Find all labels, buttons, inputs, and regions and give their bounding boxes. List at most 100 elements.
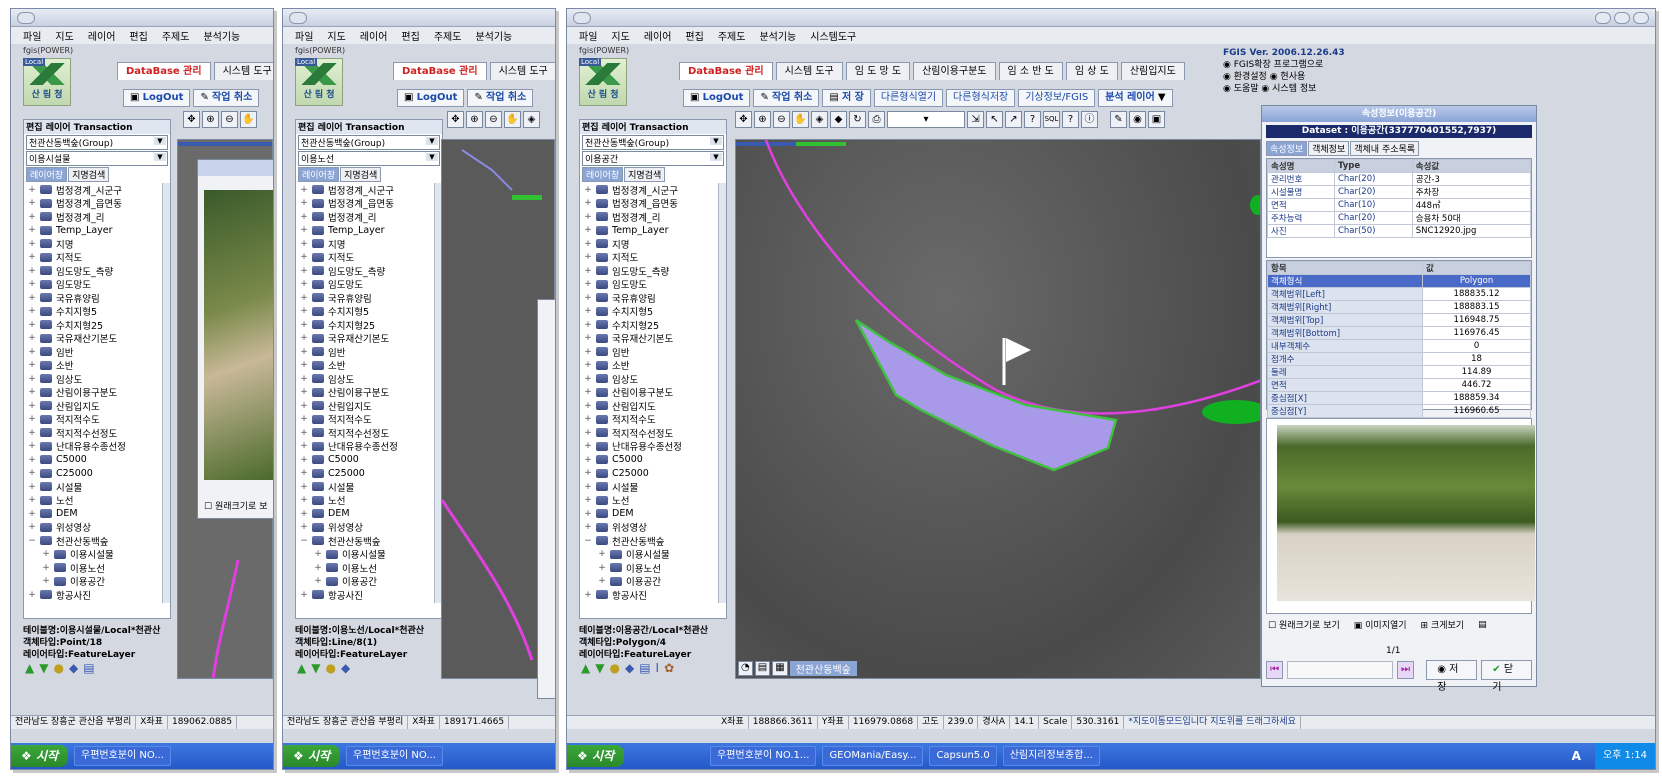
layer-tree-item[interactable]: + 지명 [584,237,726,251]
tab-place-search[interactable]: 지명검색 [340,167,382,182]
expand-icon[interactable]: + [300,184,308,195]
tab-system-tools[interactable]: 시스템 도구 [489,62,555,80]
expand-icon[interactable]: + [300,441,308,452]
layer-tree-item[interactable]: + 지적도 [584,251,726,264]
object-row[interactable]: 객체범위[Top] 116948.75 [1266,313,1531,327]
expand-icon[interactable]: + [300,414,308,425]
expand-icon[interactable]: + [28,252,36,263]
layer-tree-item[interactable]: + 소반 [584,359,726,372]
layer-tree-item[interactable]: + 이용시설물 [28,548,170,561]
expand-icon[interactable]: + [28,522,36,533]
menu-layer[interactable]: 레이어 [359,32,388,43]
layer-tree-item[interactable]: + 소반 [300,359,442,372]
expand-icon[interactable]: + [42,549,50,560]
system-menu-icon[interactable] [17,12,35,24]
info-cursor-icon[interactable]: ↗ [1005,111,1022,128]
layer-tree-item[interactable]: + 이용공간 [28,575,170,588]
expand-icon[interactable]: + [584,427,592,438]
expand-icon[interactable]: + [300,252,308,263]
grid-tool-icon[interactable]: ▦ [772,661,788,676]
move-down-icon[interactable]: ▼ [311,661,321,675]
expand-icon[interactable]: + [584,319,592,330]
attribute-row[interactable]: 사진 Char(50) SNC12920.jpg [1267,224,1532,238]
expand-icon[interactable]: + [28,292,36,303]
menu-theme[interactable]: 주제도 [433,32,462,43]
layer-tree-item[interactable]: + C25000 [300,467,442,481]
zoom-in-icon[interactable]: ⊕ [202,111,219,128]
expand-icon[interactable]: + [300,373,308,384]
layer-tree-item[interactable]: + 산림입지도 [28,399,170,413]
expand-icon[interactable]: + [584,346,592,357]
map-view[interactable] [441,139,555,679]
expand-icon[interactable]: + [584,225,592,236]
expand-icon[interactable]: + [300,225,308,236]
expand-icon[interactable]: + [584,441,592,452]
expand-icon[interactable]: + [584,481,592,492]
object-row[interactable]: 객체형식 Polygon [1266,274,1531,288]
expand-icon[interactable]: + [584,454,592,465]
layer-tree-item[interactable]: + 임반 [300,345,442,359]
expand-icon[interactable]: + [314,576,322,587]
expand-icon[interactable]: + [584,360,592,371]
group-select[interactable]: 천관산동백숲(Group) [26,135,168,150]
expand-icon[interactable]: + [28,211,36,222]
logout-button[interactable]: ▣ LogOut [683,89,751,107]
layer-tree-item[interactable]: + 임반 [584,345,726,359]
layer-tree-item[interactable]: + 난대유용수종선정 [300,440,442,453]
layer-tree-item[interactable]: + 임도망도_측량 [584,264,726,278]
tab-compartment[interactable]: 임 소 반 도 [998,62,1063,80]
object-row[interactable]: 둘레 114.89 [1266,365,1531,379]
expand-icon[interactable]: + [584,522,592,533]
tab-forest-road[interactable]: 임 도 망 도 [845,62,911,80]
expand-icon[interactable]: + [584,252,592,263]
layer-tree-item[interactable]: + 임상도 [28,372,170,386]
tab-forest-use[interactable]: 산림이용구분도 [913,62,996,80]
layer-tree-item[interactable]: + 임도망도_측량 [300,264,442,278]
expand-icon[interactable]: + [584,306,592,317]
layer-tree-item[interactable]: + 난대유용수종선정 [28,440,170,453]
taskbar-item-2[interactable]: GEOMania/Easy... [822,746,924,766]
start-button[interactable]: ❖ 시작 [567,745,625,767]
expand-icon[interactable]: + [28,508,36,519]
globe-icon[interactable]: ◉ [1129,111,1146,128]
expand-icon[interactable]: + [300,292,308,303]
undo-button[interactable]: ✎ 작업 취소 [753,89,820,107]
zoom-out-icon[interactable]: ⊖ [485,111,502,128]
layer-tree-item[interactable]: + 수치지형25 [584,318,726,332]
layer-tree-item[interactable]: + 위성영상 [584,521,726,534]
tree-scrollbar[interactable] [718,183,726,603]
layer-tree-item[interactable]: + 이용노선 [28,561,170,575]
expand-icon[interactable]: + [28,414,36,425]
menu-analysis[interactable]: 분석기능 [475,32,513,43]
taskbar-item-1[interactable]: 우편번호분이 NO.1... [710,746,817,766]
fgis-extend-option[interactable]: ◉ FGIS확장 프로그램으로 [1223,60,1324,70]
tab-database[interactable]: DataBase 관리 [679,62,773,80]
tab-address-list[interactable]: 객체내 주소목록 [1350,141,1420,156]
layer-tree-item[interactable]: + 시설물 [28,480,170,494]
layer-tree-item[interactable]: + 노선 [28,494,170,507]
taskbar-item[interactable]: 우편번호분이 NO... [346,746,443,766]
layer-tree-item[interactable]: − 천관산동백숲 [584,534,726,548]
edit-layer-select[interactable]: 이용시설물 [26,151,168,166]
taskbar-item[interactable]: 우편번호분이 NO... [74,746,171,766]
layer-tree-item[interactable]: + 항공사진 [28,588,170,602]
expand-icon[interactable]: + [42,562,50,573]
save-button[interactable]: ▤ 저 장 [822,89,871,107]
expand-icon[interactable]: + [300,346,308,357]
expand-icon[interactable]: + [28,265,36,276]
layer-tree-item[interactable]: + 이용공간 [584,575,726,588]
expand-icon[interactable]: + [584,279,592,290]
analysis-layer-button[interactable]: 분석 레이어 ▼ [1098,89,1173,107]
layer-tree-item[interactable]: + 임도망도 [300,278,442,291]
tab-place-search[interactable]: 지명검색 [68,167,110,182]
expand-icon[interactable]: + [28,198,36,209]
tab-layer-window[interactable]: 레이어창 [582,167,624,182]
layer-tree-item[interactable]: + 지적도 [28,251,170,264]
expand-icon[interactable]: + [584,265,592,276]
expand-icon[interactable]: − [300,535,308,546]
layer-tree-item[interactable]: + 수치지형25 [28,318,170,332]
menu-map[interactable]: 지도 [327,32,346,43]
expand-icon[interactable]: + [300,306,308,317]
expand-icon[interactable]: + [584,238,592,249]
edit-layer-select[interactable]: 이용노선 [298,151,440,166]
